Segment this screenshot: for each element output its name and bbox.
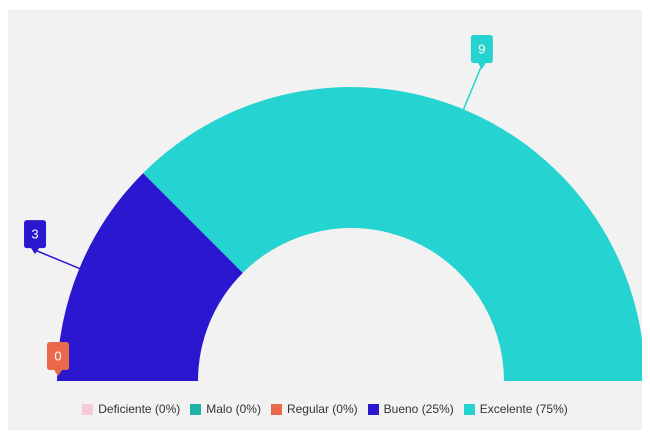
legend-label: Excelente (75%) xyxy=(479,402,568,416)
legend-item-deficiente[interactable]: Deficiente (0%) xyxy=(82,402,180,416)
legend-label: Bueno (25%) xyxy=(383,402,454,416)
semi-donut-chart: 0 3 9 xyxy=(24,35,642,381)
legend-item-excelente[interactable]: Excelente (75%) xyxy=(463,402,568,416)
data-label-text: 9 xyxy=(478,42,485,57)
data-label-bueno: 3 xyxy=(24,220,80,270)
legend: Deficiente (0%) Malo (0%) Regular (0%) Buen… xyxy=(8,402,642,416)
chart-area: 0 3 9 Deficiente (0%) Malo (0%) Regular (0%)… xyxy=(8,10,642,430)
data-label-excelente: 9 xyxy=(462,35,493,110)
legend-item-malo[interactable]: Malo (0%) xyxy=(190,402,261,416)
legend-swatch xyxy=(270,403,282,415)
data-label-regular: 0 xyxy=(47,342,69,376)
legend-swatch xyxy=(190,403,202,415)
legend-label: Regular (0%) xyxy=(286,402,358,416)
legend-item-regular[interactable]: Regular (0%) xyxy=(270,402,358,416)
legend-label: Malo (0%) xyxy=(206,402,261,416)
data-label-text: 0 xyxy=(54,349,61,364)
legend-label: Deficiente (0%) xyxy=(98,402,181,416)
data-label-text: 3 xyxy=(31,227,38,242)
legend-swatch xyxy=(82,403,94,415)
slice-bueno[interactable] xyxy=(57,173,243,381)
legend-swatch xyxy=(463,403,475,415)
legend-swatch xyxy=(367,403,379,415)
slice-excelente[interactable] xyxy=(143,87,642,381)
legend-item-bueno[interactable]: Bueno (25%) xyxy=(367,402,454,416)
